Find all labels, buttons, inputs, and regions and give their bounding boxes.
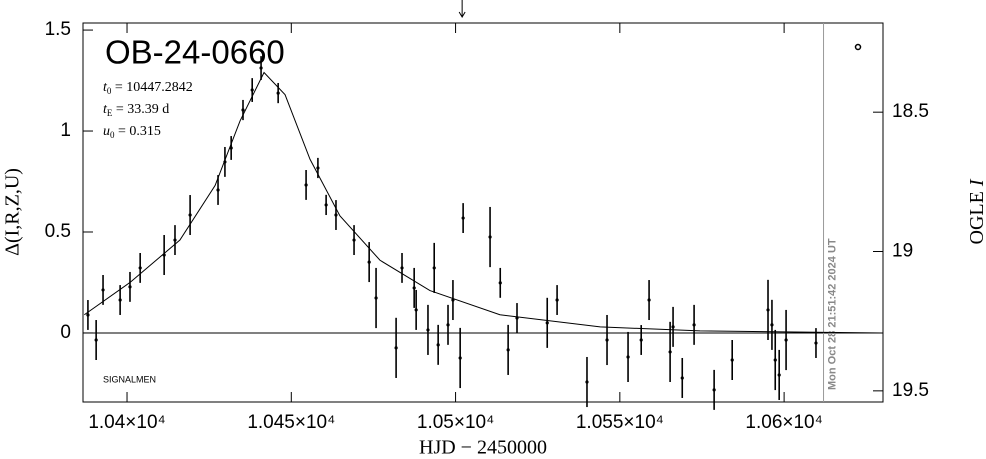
data-point — [585, 380, 589, 384]
data-point — [250, 88, 254, 92]
param-rest: = 33.39 d — [112, 102, 169, 117]
data-point — [162, 253, 166, 257]
param-sub: E — [107, 108, 113, 118]
data-point — [259, 66, 263, 70]
data-point — [400, 266, 404, 270]
plot-frame — [82, 22, 884, 403]
data-point — [394, 346, 398, 350]
x-tick-label: 1.05×10⁴ — [417, 412, 494, 433]
data-point — [461, 216, 465, 220]
data-point — [777, 373, 781, 377]
data-point — [680, 376, 684, 380]
data-point — [545, 321, 549, 325]
data-point — [229, 146, 233, 150]
y-tick-label: 1 — [60, 120, 71, 141]
data-point — [216, 188, 220, 192]
data-point — [730, 358, 734, 362]
y-tick-label: 0.5 — [45, 221, 71, 242]
y2-tick-label: 19 — [892, 241, 913, 262]
param-symbol: u — [103, 124, 110, 139]
data-point — [426, 328, 430, 332]
data-point — [352, 238, 356, 242]
data-point — [605, 338, 609, 342]
data-point — [432, 266, 436, 270]
data-point — [626, 355, 630, 359]
y-axis-title: Δ(I,R,Z,U) — [2, 168, 24, 256]
param: tE = 33.39 d — [103, 102, 169, 118]
param-sub: 0 — [110, 130, 115, 140]
data-point — [128, 285, 132, 289]
data-point — [138, 266, 142, 270]
data-point — [692, 323, 696, 327]
data-point — [639, 338, 643, 342]
symbol — [854, 43, 862, 51]
param: t0 = 10447.2842 — [103, 80, 193, 96]
now-label: Mon Oct 28 21:51:42 2024 UT — [826, 238, 838, 390]
data-point — [276, 91, 280, 95]
data-point — [374, 296, 378, 300]
data-point — [436, 343, 440, 347]
data-point — [334, 213, 338, 217]
x-axis-title: HJD − 2450000 — [419, 437, 547, 459]
data-point — [498, 281, 502, 285]
y2-axis-title: OGLE I — [966, 178, 986, 244]
data-point — [647, 298, 651, 302]
data-point — [94, 338, 98, 342]
data-point — [451, 298, 455, 302]
x-tick-label: 1.06×10⁴ — [745, 412, 822, 433]
data-point — [671, 325, 675, 329]
x-tick-label: 1.055×10⁴ — [576, 412, 664, 433]
x-tick-label: 1.04×10⁴ — [88, 412, 165, 433]
param: u0 = 0.315 — [103, 124, 161, 140]
y2-tick-label: 18.5 — [892, 101, 929, 122]
y-tick-label: 1.5 — [45, 19, 71, 40]
model-curve — [84, 71, 883, 334]
data-point — [814, 341, 818, 345]
data-point — [173, 238, 177, 242]
y2-title-text: OGLE — [966, 186, 986, 244]
data-point — [766, 308, 770, 312]
data-point — [784, 338, 788, 342]
data-point — [446, 323, 450, 327]
source-label: SIGNALMEN — [103, 374, 156, 384]
data-point — [712, 388, 716, 392]
data-point — [118, 298, 122, 302]
data-point — [506, 348, 510, 352]
param-rest: = 10447.2842 — [111, 80, 192, 95]
param-rest: = 0.315 — [115, 124, 161, 139]
data-point — [515, 316, 519, 320]
arrow — [458, 0, 466, 18]
param-symbol: t — [103, 102, 108, 117]
x-tick-label: 1.045×10⁴ — [247, 412, 335, 433]
data-point — [770, 323, 774, 327]
data-point — [86, 313, 90, 317]
data-point — [488, 235, 492, 239]
data-point — [412, 286, 416, 290]
data-point — [555, 298, 559, 302]
data-point — [773, 358, 777, 362]
data-point — [316, 166, 320, 170]
y2-title-italic: I — [966, 178, 986, 187]
data-point — [324, 203, 328, 207]
data-point — [414, 308, 418, 312]
data-point — [241, 108, 245, 112]
chart-title: OB-24-0660 — [105, 34, 285, 71]
y2-tick-label: 19.5 — [892, 380, 929, 401]
data-point — [188, 213, 192, 217]
param-sub: 0 — [107, 86, 112, 96]
data-point — [223, 160, 227, 164]
y-tick-label: 0 — [60, 322, 71, 343]
data-point — [458, 356, 462, 360]
data-point — [367, 260, 371, 264]
data-point — [304, 183, 308, 187]
param-symbol: t — [103, 80, 108, 95]
data-point — [101, 288, 105, 292]
data-point — [668, 350, 672, 354]
